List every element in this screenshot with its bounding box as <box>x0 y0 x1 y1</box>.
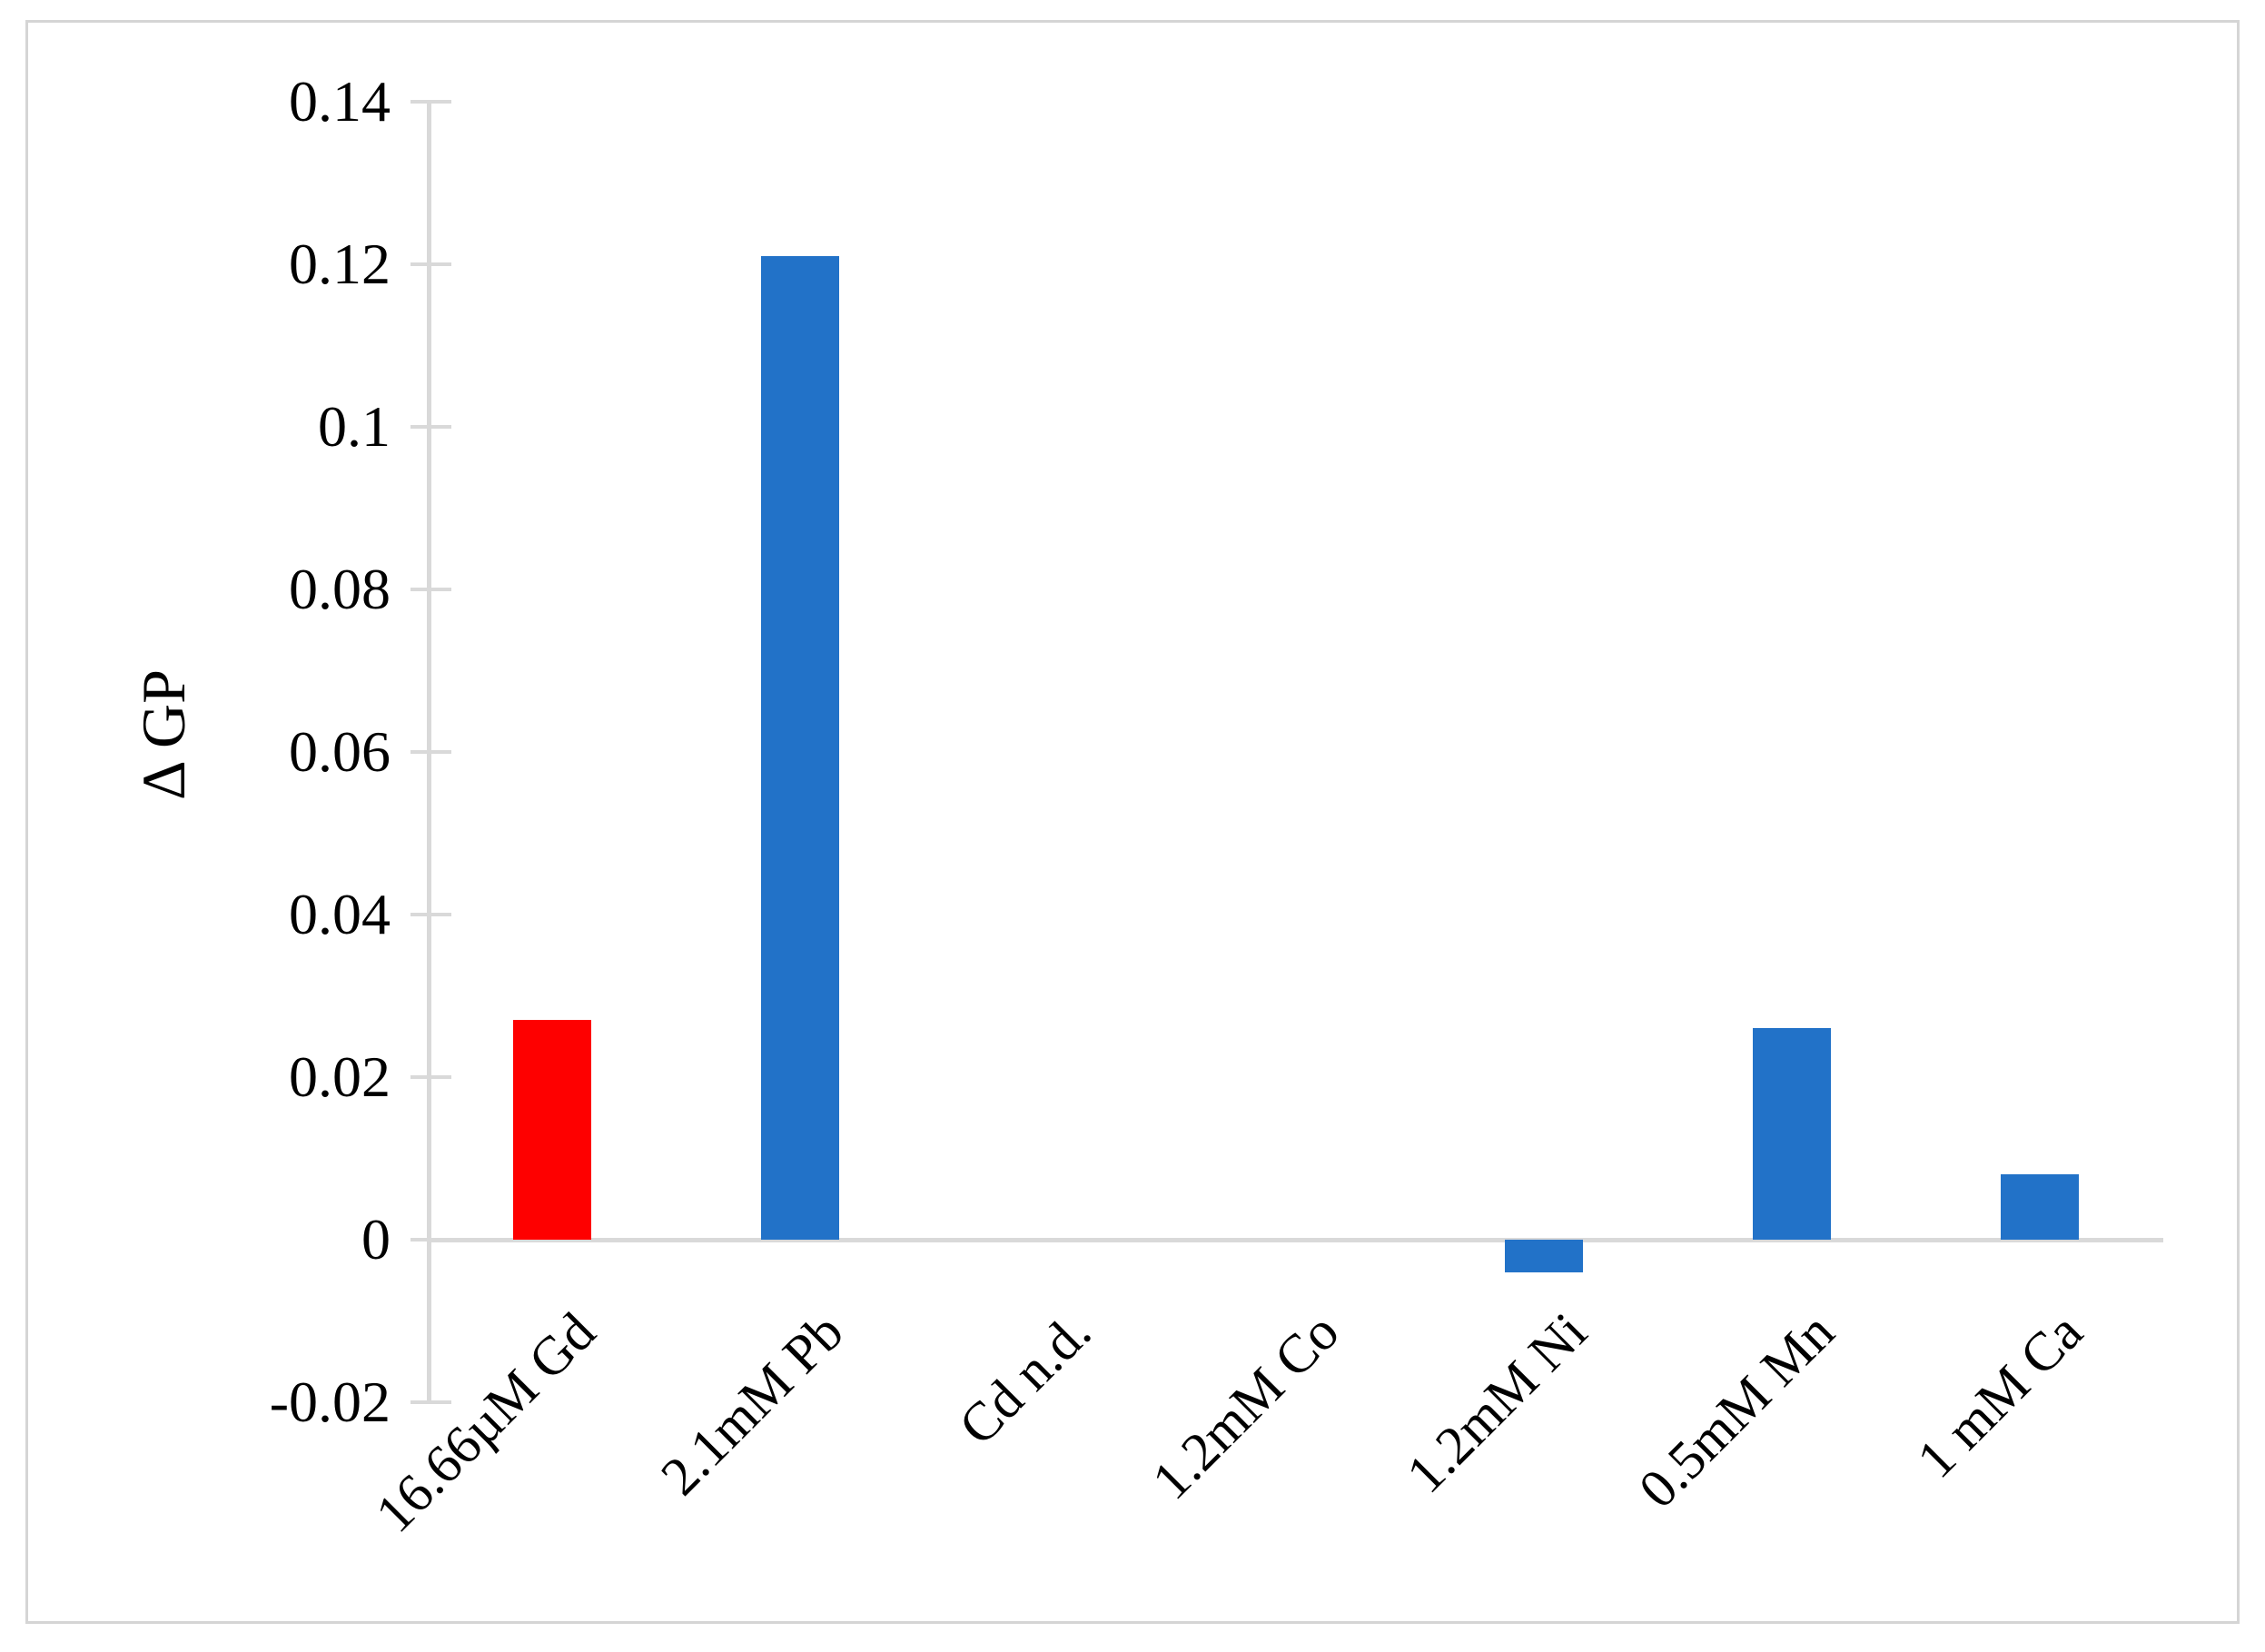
bar-0-5mm-mn <box>1752 1028 1831 1240</box>
y-tick-label: 0.08 <box>289 557 391 621</box>
y-tick-label: 0 <box>361 1207 391 1271</box>
y-tick-label: 0.02 <box>289 1044 391 1109</box>
y-tick-mark <box>410 425 451 429</box>
y-tick-mark <box>410 588 451 591</box>
y-tick-label: -0.02 <box>269 1370 391 1434</box>
y-tick-mark <box>410 262 451 266</box>
y-tick-mark <box>410 1400 451 1404</box>
bar-16-66-m-gd <box>513 1020 592 1240</box>
figure-border <box>25 20 2240 1624</box>
bar-2-1mm-pb <box>761 256 840 1240</box>
y-tick-mark <box>410 100 451 104</box>
bar-1-2mm-ni <box>1504 1240 1583 1272</box>
y-tick-label: 0.14 <box>289 69 391 134</box>
bar-1-mm-ca <box>2000 1174 2079 1240</box>
y-tick-label: 0.1 <box>318 394 391 459</box>
y-axis-title: Δ GP <box>129 669 198 800</box>
y-tick-mark <box>410 913 451 916</box>
y-tick-label: 0.04 <box>289 882 391 946</box>
y-tick-mark <box>410 1238 451 1241</box>
y-tick-mark <box>410 750 451 754</box>
y-tick-label: 0.12 <box>289 232 391 296</box>
y-tick-mark <box>410 1075 451 1079</box>
x-axis-zero-line <box>429 1238 2163 1242</box>
y-tick-label: 0.06 <box>289 719 391 784</box>
